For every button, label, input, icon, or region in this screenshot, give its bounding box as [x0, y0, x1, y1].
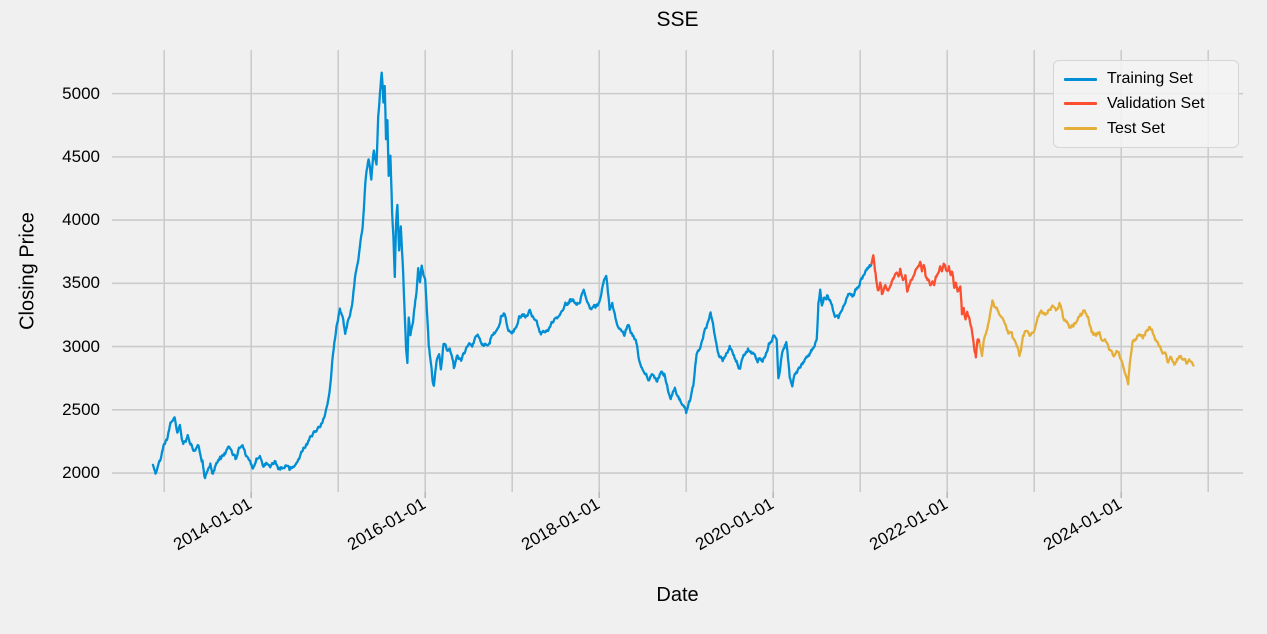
legend: Training Set Validation Set Test Set: [1053, 60, 1239, 148]
y-tick-label: 2500: [62, 399, 100, 419]
legend-item-test-set: Test Set: [1064, 120, 1228, 138]
y-tick-label: 5000: [62, 83, 100, 103]
validation-set-line-swatch: [1064, 102, 1097, 106]
y-tick-label: 4500: [62, 146, 100, 166]
legend-item-training-set: Training Set: [1064, 70, 1228, 88]
series-line-test-set: [978, 299, 1195, 386]
legend-item-validation-set: Validation Set: [1064, 95, 1228, 113]
legend-label-test-set: Test Set: [1107, 119, 1165, 137]
y-tick-label: 2000: [62, 463, 100, 483]
y-tick-label: 4000: [62, 210, 100, 230]
x-axis-label: Date: [656, 584, 699, 606]
legend-label-validation-set: Validation Set: [1107, 94, 1205, 112]
y-tick-label: 3000: [62, 336, 100, 356]
series-line-training-set: [151, 71, 873, 480]
chart-title: SSE: [656, 8, 699, 31]
training-set-line-swatch: [1064, 77, 1097, 81]
test-set-line-swatch: [1064, 127, 1097, 131]
legend-label-training-set: Training Set: [1107, 70, 1193, 88]
series-line-validation-set: [870, 254, 981, 359]
y-tick-label: 3500: [62, 273, 100, 293]
